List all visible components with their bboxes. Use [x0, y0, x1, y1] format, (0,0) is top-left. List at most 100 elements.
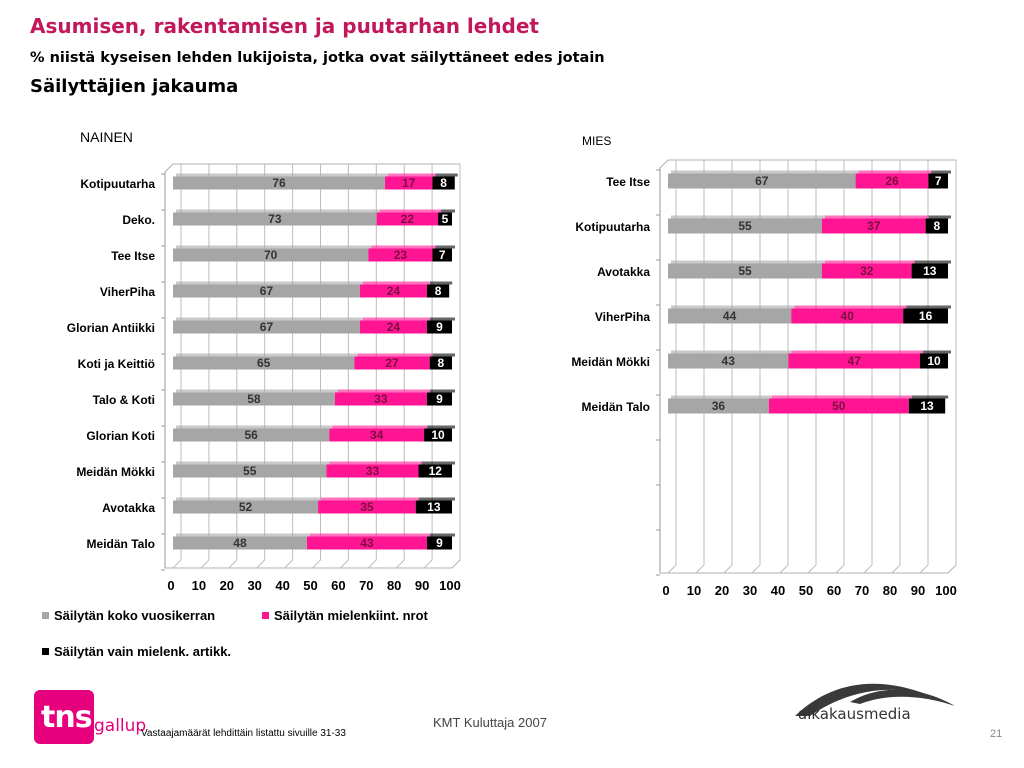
- chart1-category-label: Koti ja Keittiö: [78, 357, 155, 371]
- chart1-bar-segment: [426, 320, 452, 334]
- chart2-x-tick-label: 10: [687, 583, 701, 598]
- chart2-bar-top: [914, 260, 951, 264]
- chart2-data-label: 67: [755, 174, 769, 188]
- chart1-floor-gridline: [340, 559, 349, 569]
- chart2-data-label: 43: [722, 354, 736, 368]
- chart1-bar-segment: [376, 212, 439, 226]
- chart1-bar-top: [337, 389, 430, 393]
- legend-label: Säilytän vain mielenk. artikk.: [54, 644, 231, 659]
- chart1-bar-top: [176, 497, 322, 501]
- chart2-floor-gridline: [723, 564, 733, 574]
- chart2-bar-top: [671, 170, 859, 174]
- chart1-data-label: 43: [360, 536, 374, 550]
- tns-logo-text: tns: [41, 700, 93, 735]
- chart2-bar-segment: [903, 308, 948, 324]
- chart2-data-label: 8: [933, 219, 940, 233]
- chart1-x-tick-label: 90: [415, 578, 429, 593]
- chart1-bar-segment: [329, 428, 425, 442]
- chart1-bar-top: [429, 317, 455, 321]
- chart1-bar-top: [427, 425, 455, 429]
- chart2-data-label: 36: [712, 399, 726, 413]
- chart2-floor-gridline: [919, 564, 929, 574]
- chart2-floor-gridline: [667, 564, 677, 574]
- chart1-data-label: 65: [257, 356, 271, 370]
- chart1-bar-segment: [359, 284, 427, 298]
- chart2-bar-top: [858, 170, 932, 174]
- chart2-bar-top: [906, 305, 951, 309]
- chart1-bar-top: [176, 425, 333, 429]
- chart2-floor-gridline: [947, 564, 957, 574]
- chart1-category-label: Meidän Mökki: [76, 465, 155, 479]
- chart2-bar-segment: [668, 173, 856, 189]
- chart1-data-label: 24: [387, 284, 401, 298]
- page-number: 21: [990, 728, 1003, 740]
- chart2-bar-top: [928, 215, 951, 219]
- chart2-bar-top: [931, 170, 951, 174]
- chart2-bar-top: [671, 260, 825, 264]
- chart1-data-label: 8: [440, 176, 447, 190]
- aikakausmedia-logo-icon: aikakausmedia: [795, 683, 955, 722]
- chart1-bar-segment: [306, 536, 427, 550]
- chart2-data-label: 55: [738, 264, 752, 278]
- chart2-x-tick-label: 70: [855, 583, 869, 598]
- chart2-floor-gridline: [751, 564, 761, 574]
- chart1-data-label: 13: [427, 500, 441, 514]
- chart2-bar-segment: [791, 308, 904, 324]
- chart1-x-tick-label: 10: [192, 578, 206, 593]
- chart1-bar-top: [441, 209, 455, 213]
- chart1-data-label: 9: [436, 392, 443, 406]
- chart1-title: NAINEN: [80, 129, 133, 145]
- chart1-floor-gridline: [172, 559, 182, 569]
- chart1-bar-segment: [418, 464, 452, 478]
- chart1-floor-gridline: [423, 559, 433, 569]
- chart1-data-label: 5: [442, 212, 449, 226]
- chart1-bar-top: [176, 281, 363, 285]
- chart2-floor-gridline: [891, 564, 901, 574]
- chart1-bar-segment: [368, 248, 433, 262]
- footer-source: KMT Kuluttaja 2007: [433, 715, 547, 730]
- chart2-x-tick-label: 50: [799, 583, 813, 598]
- chart2-bar-segment: [855, 173, 929, 189]
- chart1-data-label: 23: [394, 248, 408, 262]
- chart2-bar-top: [671, 215, 825, 219]
- chart1-floor-gridline: [256, 559, 266, 569]
- chart2-bar-top: [791, 350, 923, 354]
- chart2-bar-segment: [822, 218, 926, 234]
- chart2-data-label: 55: [738, 219, 752, 233]
- chart2-bar-top: [771, 395, 912, 399]
- chart1-data-label: 76: [272, 176, 286, 190]
- chart2-data-label: 40: [841, 309, 855, 323]
- chart1-bar-segment: [432, 248, 452, 262]
- chart2-bar-segment: [925, 218, 948, 234]
- chart2-bar-segment: [822, 263, 912, 279]
- chart1-bar-segment: [173, 212, 377, 226]
- page-title: Asumisen, rakentamisen ja puutarhan lehd…: [30, 14, 539, 38]
- chart1-bar-segment: [424, 428, 452, 442]
- chart2-bar-segment: [911, 263, 948, 279]
- chart1-data-label: 55: [243, 464, 257, 478]
- chart1-x-tick-label: 40: [275, 578, 289, 593]
- chart2-data-label: 16: [919, 309, 933, 323]
- chart1-floor-gridline: [200, 559, 210, 569]
- chart1-data-label: 33: [374, 392, 388, 406]
- page-subtitle-2: Säilyttäjien jakauma: [30, 76, 239, 97]
- chart1-x-tick-label: 30: [247, 578, 261, 593]
- chart1-bar-top: [176, 389, 338, 393]
- chart1-bar-segment: [432, 176, 455, 190]
- chart1-bar-top: [176, 461, 330, 465]
- tns-logo-icon: [34, 690, 94, 744]
- chart1-bar-top: [371, 245, 436, 249]
- chart1-bar-segment: [385, 176, 433, 190]
- chart1-category-label: Glorian Koti: [86, 429, 155, 443]
- chart2-data-label: 26: [885, 174, 899, 188]
- chart2-data-label: 10: [927, 354, 941, 368]
- chart1-bar-top: [429, 389, 455, 393]
- chart1-bar-top: [421, 461, 455, 465]
- chart2-bar-top: [794, 305, 907, 309]
- chart1-floor-gridline: [367, 559, 377, 569]
- chart2-category-label: Avotakka: [597, 265, 650, 279]
- chart1-bar-segment: [426, 284, 450, 298]
- chart1-bar-top: [429, 281, 453, 285]
- chart1-category-label: Talo & Koti: [93, 393, 155, 407]
